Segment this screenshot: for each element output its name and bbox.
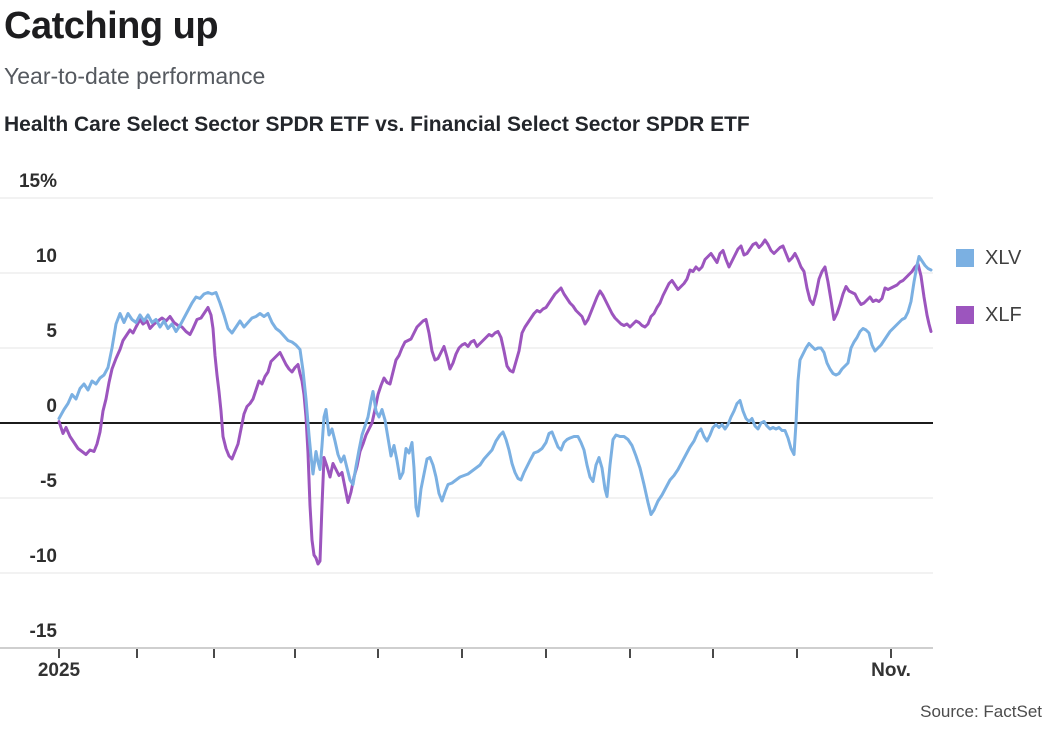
x-tick-label: Nov. (871, 660, 911, 681)
y-tick-label: 15% (18, 171, 57, 192)
xlv-line (57, 255, 933, 518)
legend-label-xlf: XLF (985, 303, 1022, 326)
y-tick-label: -5 (40, 471, 57, 492)
y-tick-label: 5 (46, 321, 57, 342)
legend-item-xlv: XLV (956, 246, 1022, 269)
y-tick-label: 10 (35, 246, 57, 267)
chart-title: Health Care Select Sector SPDR ETF vs. F… (4, 113, 750, 136)
y-tick-label: 0 (46, 396, 57, 417)
legend-item-xlf: XLF (956, 303, 1022, 326)
y-tick-label: -15 (29, 621, 57, 642)
page-subtitle: Year-to-date performance (4, 63, 266, 89)
xlf-swatch-icon (956, 306, 974, 324)
y-tick-label: -10 (29, 546, 57, 567)
x-tick-label: 2025 (37, 660, 81, 681)
legend-label-xlv: XLV (985, 246, 1022, 269)
page-title: Catching up (4, 5, 219, 47)
source-note: Source: FactSet (920, 702, 1042, 721)
xlv-swatch-icon (956, 249, 974, 267)
xlf-line (57, 238, 933, 566)
